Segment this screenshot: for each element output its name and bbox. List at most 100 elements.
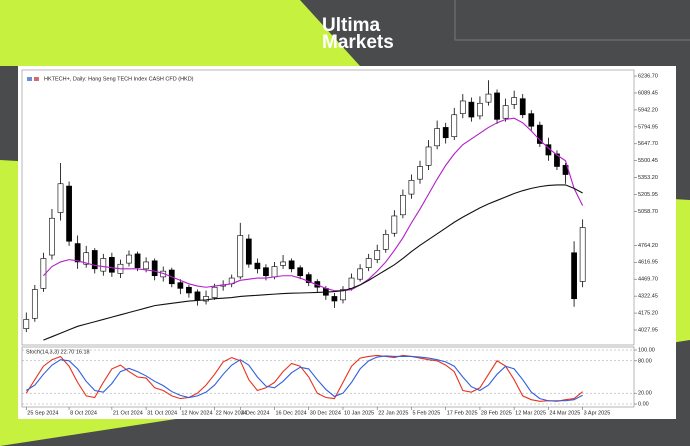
candle-body xyxy=(442,127,449,139)
candle-body xyxy=(151,260,158,277)
accent-top xyxy=(0,0,360,66)
chart-panel xyxy=(18,66,676,419)
candle-body xyxy=(177,282,184,289)
candle-body xyxy=(57,183,64,213)
candle-body xyxy=(74,243,81,263)
chart-icon xyxy=(27,77,32,81)
x-tick-label: 12 Mar 2025 xyxy=(515,410,546,416)
x-tick-label: 12 Nov 2024 xyxy=(181,410,212,416)
y-tick-label: 5647.70 xyxy=(638,141,658,147)
y-tick-label: 4616.95 xyxy=(638,260,658,266)
candle-body xyxy=(203,296,209,302)
logo-mark xyxy=(292,16,298,36)
candle-body xyxy=(382,234,389,250)
candle-body xyxy=(365,258,372,268)
x-tick-label: 8 Oct 2024 xyxy=(70,410,97,416)
logo-mark xyxy=(300,24,306,46)
x-tick-label: 28 Feb 2025 xyxy=(481,410,512,416)
candle-body xyxy=(451,114,458,137)
y-tick-label: 4175.20 xyxy=(638,311,658,317)
candle-body xyxy=(511,97,518,105)
candle-body xyxy=(245,238,252,265)
y-tick-label: 5942.20 xyxy=(638,107,658,113)
stoch-frame xyxy=(21,346,635,408)
x-tick-label: 21 Oct 2024 xyxy=(113,410,143,416)
x-tick-label: 5 Feb 2025 xyxy=(412,410,440,416)
candle-body xyxy=(91,250,98,270)
line xyxy=(25,355,583,402)
candle-body xyxy=(49,217,55,256)
candle-body xyxy=(459,100,466,114)
y-tick-label: 4322.45 xyxy=(638,294,658,300)
candle-body xyxy=(23,319,30,329)
candle-body xyxy=(502,105,509,119)
y-tick-label: 5058.70 xyxy=(638,209,658,215)
candle-body xyxy=(357,268,363,280)
y-tick-label: 4764.20 xyxy=(638,243,658,249)
y-tick-label: 5205.95 xyxy=(638,192,658,198)
candle-body xyxy=(571,252,577,300)
candle-body xyxy=(391,215,398,234)
candle-body xyxy=(66,185,72,242)
y-tick-label: 80.00 xyxy=(638,358,652,364)
candle-body xyxy=(288,260,295,270)
candle-body xyxy=(417,166,423,180)
candle-body xyxy=(425,146,432,166)
brand-line: Ultima xyxy=(322,15,381,36)
candle-body xyxy=(254,262,261,270)
x-tick-label: 31 Oct 2024 xyxy=(147,410,177,416)
candle-body xyxy=(109,257,115,273)
y-tick-label: 4469.70 xyxy=(638,277,658,283)
y-tick-label: 6236.70 xyxy=(638,74,658,80)
main-frame xyxy=(21,69,635,346)
x-tick-label: 16 Dec 2024 xyxy=(276,410,307,416)
candle-body xyxy=(134,253,141,268)
candle-body xyxy=(485,93,492,103)
x-tick-label: 10 Jan 2025 xyxy=(344,410,374,416)
line xyxy=(42,117,584,292)
candle-body xyxy=(528,113,535,127)
candle-body xyxy=(126,254,132,264)
candle-body xyxy=(305,274,312,283)
logo: Ultima Markets xyxy=(292,15,394,53)
candle-body xyxy=(211,286,218,298)
candle-body xyxy=(271,266,278,278)
candle-body xyxy=(348,277,355,289)
candle-body xyxy=(468,101,475,118)
candle-body xyxy=(237,235,244,278)
candle-body xyxy=(280,261,286,266)
candle-body xyxy=(31,289,38,319)
y-tick-label: 5794.95 xyxy=(638,124,658,130)
candle-body xyxy=(331,296,338,302)
brand-line: Markets xyxy=(322,32,394,53)
x-tick-label: 22 Nov 2024 xyxy=(216,410,247,416)
candle-body xyxy=(408,180,415,195)
y-tick-label: 100.00 xyxy=(638,347,655,353)
candle-body xyxy=(400,194,406,216)
candle-body xyxy=(297,267,304,277)
candle-body xyxy=(519,98,526,116)
y-tick-label: 0.00 xyxy=(638,401,649,407)
candle-body xyxy=(434,128,441,147)
x-tick-label: 4 Dec 2024 xyxy=(241,410,269,416)
line xyxy=(25,354,583,402)
candle-body xyxy=(194,291,201,301)
chart-icon xyxy=(34,77,39,81)
candle-body xyxy=(554,153,560,167)
candle-body xyxy=(263,267,269,277)
x-tick-label: 22 Jan 2025 xyxy=(378,410,408,416)
candle-body xyxy=(143,261,149,270)
x-tick-label: 17 Feb 2025 xyxy=(447,410,478,416)
candle-body xyxy=(100,258,107,272)
x-tick-label: 30 Dec 2024 xyxy=(310,410,341,416)
decor-line xyxy=(454,0,690,41)
x-tick-label: 25 Sep 2024 xyxy=(27,410,58,416)
candle-body xyxy=(579,227,586,282)
y-tick-label: 5353.20 xyxy=(638,175,658,181)
candle-body xyxy=(477,102,483,117)
y-tick-label: 4027.95 xyxy=(638,327,658,333)
candle-body xyxy=(494,92,500,120)
y-tick-label: 6089.45 xyxy=(638,90,658,96)
